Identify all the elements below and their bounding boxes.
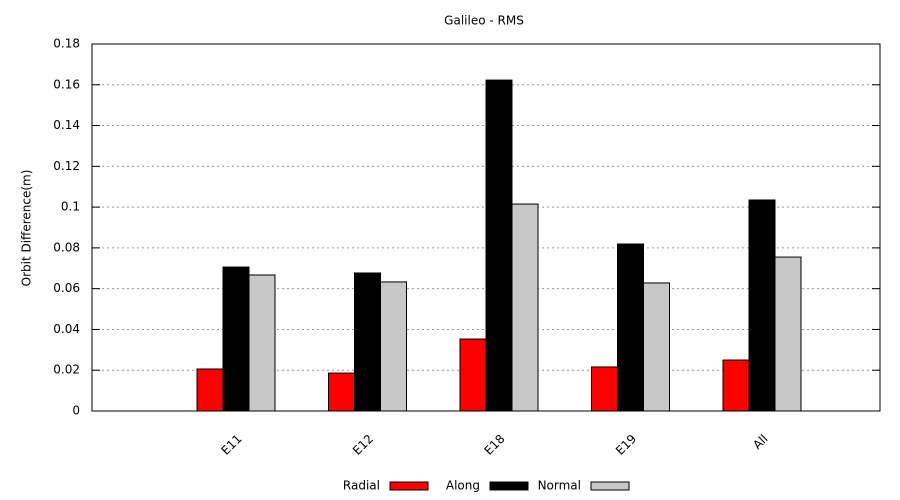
- bar: [485, 79, 513, 412]
- y-tick-label: 0.08: [53, 240, 80, 254]
- bar: [328, 372, 355, 412]
- legend-label: Along: [446, 479, 480, 493]
- x-tick-label: E12: [350, 432, 376, 458]
- legend-swatch: [389, 481, 429, 491]
- y-tick-label: 0.16: [53, 77, 80, 91]
- legend-label: Normal: [538, 479, 581, 493]
- y-tick-label: 0.12: [53, 159, 80, 173]
- y-tick-label: 0.04: [53, 322, 80, 336]
- y-tick-label: 0: [72, 404, 80, 418]
- bar: [591, 366, 618, 412]
- legend-swatch: [489, 481, 529, 491]
- x-tick-label: E11: [219, 432, 245, 458]
- bar: [748, 199, 776, 412]
- y-tick-label: 0.1: [61, 200, 80, 214]
- y-tick-label: 0.18: [53, 37, 80, 51]
- x-tick-label: E18: [482, 432, 508, 458]
- legend-label: Radial: [343, 479, 380, 493]
- legend-swatch: [590, 481, 630, 491]
- plot-frame: [91, 43, 881, 412]
- bar: [222, 266, 250, 412]
- bar: [380, 281, 407, 412]
- y-axis-label: Orbit Difference(m): [20, 170, 34, 287]
- bar: [196, 368, 224, 412]
- bar: [643, 282, 670, 412]
- chart-title: Galileo - RMS: [444, 14, 524, 28]
- bar: [248, 274, 276, 412]
- x-tick-label: E19: [613, 432, 639, 458]
- bar: [722, 359, 750, 412]
- bar: [617, 243, 644, 412]
- bar: [459, 338, 487, 412]
- bar: [774, 256, 802, 412]
- bar: [511, 203, 539, 412]
- x-tick-label: All: [750, 432, 770, 452]
- bar: [354, 272, 381, 412]
- y-tick-label: 0.02: [53, 363, 80, 377]
- y-tick-label: 0.14: [53, 118, 80, 132]
- y-tick-label: 0.06: [53, 281, 80, 295]
